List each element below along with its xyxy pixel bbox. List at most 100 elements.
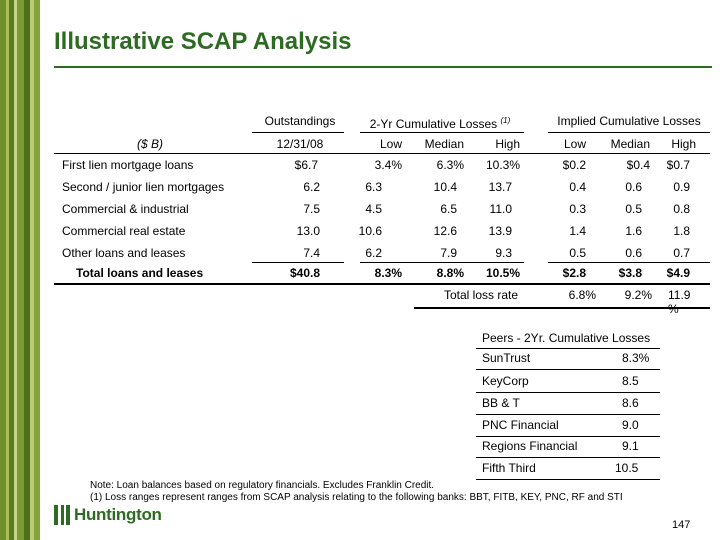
cell-imp-median: 1.6 [625, 224, 642, 238]
total-high: 10.5% [485, 266, 520, 280]
total-outstanding: $40.8 [289, 266, 320, 280]
peer-name: BB & T [482, 396, 520, 410]
title-rule [54, 66, 712, 68]
loss-rate-high: 11.9 [668, 288, 691, 302]
huntington-logo-icon [54, 505, 70, 525]
cell-high: 13.7 [488, 180, 512, 194]
total-median: 8.8% [436, 266, 464, 280]
col-low: Low [379, 137, 402, 151]
cell-outstanding: 6.2 [303, 180, 320, 194]
total-imp-low: $2.8 [562, 266, 586, 280]
peer-value: 9.0 [622, 418, 639, 432]
peer-name: KeyCorp [482, 374, 529, 388]
peers-header-rule [476, 348, 660, 349]
cell-imp-high: 0.9 [673, 180, 690, 194]
rule-cumulative [360, 132, 524, 133]
rule-total-outstanding [252, 262, 344, 263]
peer-value: 8.5 [622, 374, 639, 388]
peer-value: 10.5 [615, 461, 639, 475]
cell-imp-median: 0.5 [625, 202, 642, 216]
col-imp-high: High [671, 137, 696, 151]
cell-low: 4.5 [365, 202, 382, 216]
peer-name: SunTrust [482, 351, 531, 365]
cell-imp-low: 0.5 [569, 246, 586, 260]
peer-row-rule [476, 436, 660, 437]
cell-outstanding: 13.0 [296, 224, 320, 238]
cell-imp-median: 0.6 [625, 180, 642, 194]
peer-value: 8.3% [622, 351, 650, 365]
rule-total-implied [548, 262, 710, 263]
units-label: ($ B) [136, 137, 163, 151]
col-imp-low: Low [563, 137, 586, 151]
peer-value: 9.1 [622, 439, 639, 453]
cell-low: 6.2 [365, 246, 382, 260]
row-label: Second / junior lien mortgages [62, 180, 225, 194]
cell-imp-high: 0.7 [673, 246, 690, 260]
footnote-2: (1) Loss ranges represent ranges from SC… [90, 492, 623, 503]
peer-row-rule [476, 479, 660, 480]
loss-rate-label: Total loss rate [444, 288, 519, 302]
huntington-logo: Huntington [54, 503, 162, 527]
header-cumulative-losses: 2-Yr Cumulative Losses (1) [369, 116, 511, 131]
peer-row-rule [476, 369, 660, 370]
cell-imp-high: 1.8 [673, 224, 690, 238]
col-high: High [495, 137, 520, 151]
peer-row-rule [476, 457, 660, 458]
cell-outstanding: $6.7 [294, 158, 318, 172]
cell-median: 6.3% [436, 158, 464, 172]
cell-high: 11.0 [489, 202, 512, 216]
loss-rate-rule [414, 307, 710, 309]
peers-title: Peers - 2Yr. Cumulative Losses [482, 331, 651, 345]
cell-high: 9.3 [495, 246, 512, 260]
cell-low: 6.3 [365, 180, 382, 194]
cell-imp-low: 0.3 [569, 202, 586, 216]
loss-rate-median: 9.2% [624, 288, 652, 302]
cell-low: 3.4% [374, 158, 402, 172]
cell-median: 12.6 [433, 224, 457, 238]
header-implied-losses: Implied Cumulative Losses [557, 114, 701, 128]
rule-implied [548, 132, 710, 133]
peer-value: 8.6 [622, 396, 639, 410]
row-label: First lien mortgage loans [62, 158, 194, 172]
brand-name: Huntington [74, 505, 162, 524]
header-bottom-rule [54, 153, 710, 154]
decorative-stripes [0, 0, 40, 540]
loss-rate-low: 6.8% [568, 288, 596, 302]
total-label: Total loans and leases [76, 266, 204, 280]
total-imp-high: $4.9 [666, 266, 690, 280]
date-label: 12/31/08 [276, 137, 324, 151]
col-imp-median: Median [610, 137, 650, 151]
cell-imp-low: 1.4 [569, 224, 586, 238]
total-bottom-rule [54, 283, 710, 285]
cell-median: 10.4 [433, 180, 457, 194]
peer-name: Fifth Third [482, 461, 536, 475]
cell-high: 13.9 [488, 224, 512, 238]
peer-row-rule [476, 414, 660, 415]
footnote-ref: (1) [500, 116, 511, 125]
cell-outstanding: 7.4 [303, 246, 320, 260]
loss-rate-high-unit: % [668, 302, 679, 316]
header-outstandings: Outstandings [264, 114, 336, 128]
rule-total-cumulative [360, 262, 524, 263]
cell-imp-high: 0.8 [673, 202, 690, 216]
row-label: Commercial real estate [62, 224, 186, 238]
total-low: 8.3% [374, 266, 402, 280]
total-imp-median: $3.8 [618, 266, 642, 280]
row-label: Other loans and leases [62, 246, 186, 260]
cell-high: 10.3% [485, 158, 520, 172]
footnote-1: Note: Loan balances based on regulatory … [90, 480, 435, 491]
cell-low: 10.6 [358, 224, 382, 238]
peer-name: PNC Financial [482, 418, 559, 432]
peer-name: Regions Financial [482, 439, 578, 453]
cell-imp-median: 0.6 [625, 246, 642, 260]
cell-median: 6.5 [440, 202, 457, 216]
cell-imp-median: $0.4 [626, 158, 650, 172]
col-median: Median [424, 137, 464, 151]
cell-imp-low: $0.2 [562, 158, 586, 172]
page-number: 147 [672, 519, 691, 531]
cell-median: 7.9 [440, 246, 457, 260]
cell-imp-high: $0.7 [666, 158, 690, 172]
cell-outstanding: 7.5 [303, 202, 320, 216]
cell-imp-low: 0.4 [569, 180, 586, 194]
rule-outstandings [252, 132, 344, 133]
